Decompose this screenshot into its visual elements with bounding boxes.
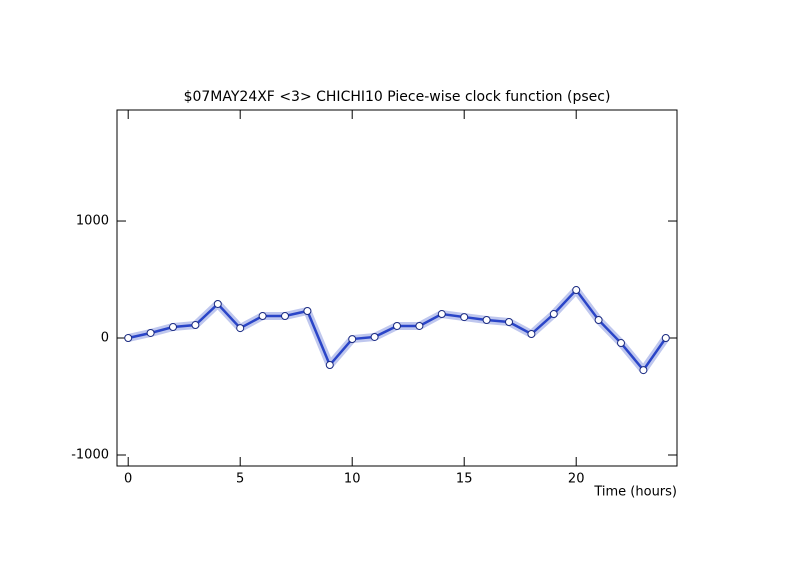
point [303,306,312,315]
point [348,335,357,344]
point [661,334,670,343]
point [124,334,133,343]
point [370,332,379,341]
point [213,299,222,308]
point [191,321,200,330]
x-tick-label: 0 [124,472,132,487]
point [617,339,625,348]
point [437,310,446,319]
chart-title: $07MAY24XF <3> CHICHI10 Piece-wise clock… [184,89,611,105]
point [594,315,603,324]
point [527,330,536,339]
x-tick-label: 5 [236,472,244,487]
plot-frame [116,109,678,467]
x-tick-label: 15 [456,472,473,487]
point [281,312,289,321]
y-tick-label: -1000 [71,448,109,463]
y-tick-label: 1000 [76,214,109,229]
point [325,361,334,370]
point [505,317,513,326]
point [258,312,267,321]
point [482,315,491,324]
point [415,321,424,330]
x-tick-label: 10 [344,472,361,487]
point [639,366,648,375]
y-tick-label: 0 [101,331,109,346]
point [146,328,155,337]
point [572,286,581,295]
point [549,310,558,319]
x-axis-label: Time (hours) [593,485,677,500]
point [393,321,401,330]
point [169,323,177,332]
point [460,313,469,322]
x-tick-label: 20 [568,472,585,487]
point [236,324,245,333]
